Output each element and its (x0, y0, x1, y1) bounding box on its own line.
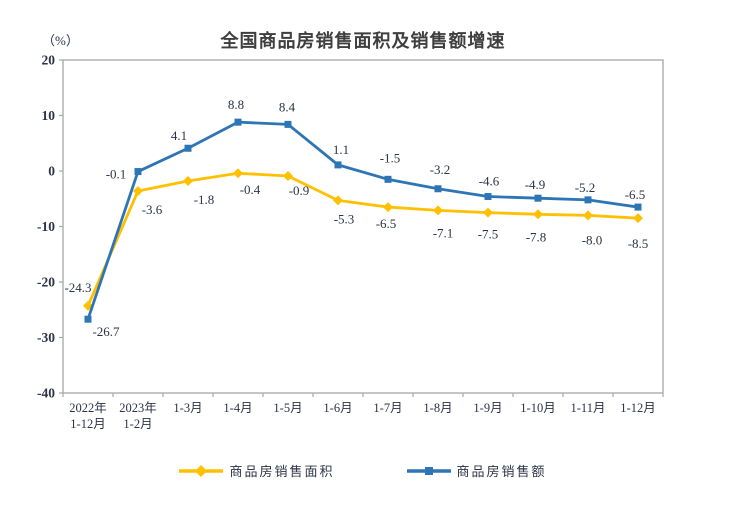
x-axis-category-label: 1-12月 (620, 401, 655, 415)
legend-label-sales-area: 商品房销售面积 (229, 464, 335, 479)
x-axis-category-label: 1-8月 (423, 401, 452, 415)
x-axis-category-label: 2022年 (69, 401, 107, 415)
data-point-marker-sales-area (633, 213, 643, 224)
legend-line-square-icon (406, 466, 451, 475)
data-point-label-sales-amount: -6.5 (625, 187, 646, 202)
data-point-label-sales-amount: -3.2 (430, 162, 451, 177)
y-axis-tick-label: 20 (42, 53, 56, 68)
data-point-label-sales-amount: -5.2 (575, 180, 596, 195)
data-point-marker-sales-area (483, 207, 493, 218)
legend-item-sales-amount: 商品房销售额 (406, 461, 547, 480)
data-point-marker-sales-amount (634, 203, 642, 211)
series-line-sales-amount (86, 120, 640, 321)
data-point-marker-sales-amount (484, 193, 492, 201)
data-point-marker-sales-amount (284, 120, 292, 128)
data-point-marker-sales-area (233, 168, 243, 179)
data-point-marker-sales-amount (534, 194, 542, 202)
series-line-sales-area (86, 171, 640, 308)
data-point-label-sales-area: -24.3 (64, 280, 91, 295)
data-point-label-sales-area: -7.5 (478, 227, 499, 242)
y-axis-tick-label: -40 (37, 386, 55, 401)
data-point-label-sales-area: -1.8 (194, 192, 215, 207)
data-point-label-sales-amount: 4.1 (171, 128, 187, 143)
x-axis-category-label: 1-6月 (323, 401, 352, 415)
legend-label-sales-amount: 商品房销售额 (456, 464, 547, 479)
data-point-marker-sales-area (283, 170, 293, 181)
legend-line-diamond-icon (179, 464, 224, 477)
y-axis-tick-label: -10 (37, 219, 55, 234)
data-point-label-sales-amount: -0.1 (106, 167, 127, 182)
x-axis-category-label: 2023年 (119, 401, 157, 415)
data-point-marker-sales-amount (434, 185, 442, 193)
y-axis-tick-label: -30 (37, 330, 55, 345)
legend-item-sales-area: 商品房销售面积 (179, 461, 334, 480)
y-axis-tick-label: -20 (37, 275, 55, 290)
x-axis-category-label: 1-10月 (520, 401, 555, 415)
data-point-label-sales-amount: -4.6 (479, 174, 500, 189)
data-point-marker-sales-area (133, 185, 143, 196)
x-axis-category-label: 1-11月 (571, 401, 606, 415)
data-point-marker-sales-area (333, 195, 343, 206)
data-point-label-sales-area: -0.9 (289, 183, 310, 198)
data-point-label-sales-area: -5.3 (334, 211, 355, 226)
data-point-marker-sales-amount (84, 315, 92, 323)
data-point-label-sales-area: -8.0 (582, 232, 603, 247)
y-axis-tick-label: 10 (42, 108, 56, 123)
x-axis-category-label: 1-12月 (70, 417, 105, 431)
x-axis-category-label: 1-4月 (223, 401, 252, 415)
data-point-label-sales-area: -3.6 (142, 202, 163, 217)
data-point-marker-sales-amount (334, 161, 342, 169)
data-point-label-sales-area: -0.4 (240, 182, 261, 197)
data-point-label-sales-area: -7.1 (433, 225, 454, 240)
plot-border (62, 59, 664, 394)
x-axis-category-label: 1-2月 (123, 417, 152, 431)
data-point-marker-sales-amount (134, 168, 142, 176)
data-point-marker-sales-amount (234, 118, 242, 126)
data-point-label-sales-amount: -26.7 (92, 324, 120, 339)
data-point-label-sales-amount: -1.5 (380, 150, 401, 165)
data-point-marker-sales-area (183, 175, 193, 186)
data-point-marker-sales-amount (384, 175, 392, 183)
data-point-marker-sales-area (383, 202, 393, 213)
data-point-marker-sales-area (583, 210, 593, 221)
data-point-label-sales-amount: 8.4 (279, 99, 296, 114)
y-axis-unit-label: （%） (42, 33, 79, 48)
data-point-label-sales-amount: 8.8 (228, 97, 244, 112)
chart-legend: 商品房销售面积 商品房销售额 (63, 461, 663, 480)
x-axis-category-label: 1-5月 (273, 401, 302, 415)
data-point-label-sales-amount: 1.1 (333, 142, 349, 157)
data-point-label-sales-area: -6.5 (376, 216, 397, 231)
data-point-marker-sales-amount (184, 144, 192, 152)
data-point-label-sales-amount: -4.9 (525, 177, 546, 192)
data-point-marker-sales-area (533, 209, 543, 220)
data-point-label-sales-area: -7.8 (526, 229, 547, 244)
chart-title: 全国商品房销售面积及销售额增速 (220, 31, 506, 51)
data-point-marker-sales-amount (584, 196, 592, 204)
x-axis-category-label: 1-7月 (373, 401, 402, 415)
x-axis-category-label: 1-3月 (173, 401, 202, 415)
x-axis-category-label: 1-9月 (473, 401, 502, 415)
y-axis-tick-label: 0 (48, 164, 55, 179)
data-point-label-sales-area: -8.5 (628, 236, 649, 251)
data-point-marker-sales-area (433, 205, 443, 216)
